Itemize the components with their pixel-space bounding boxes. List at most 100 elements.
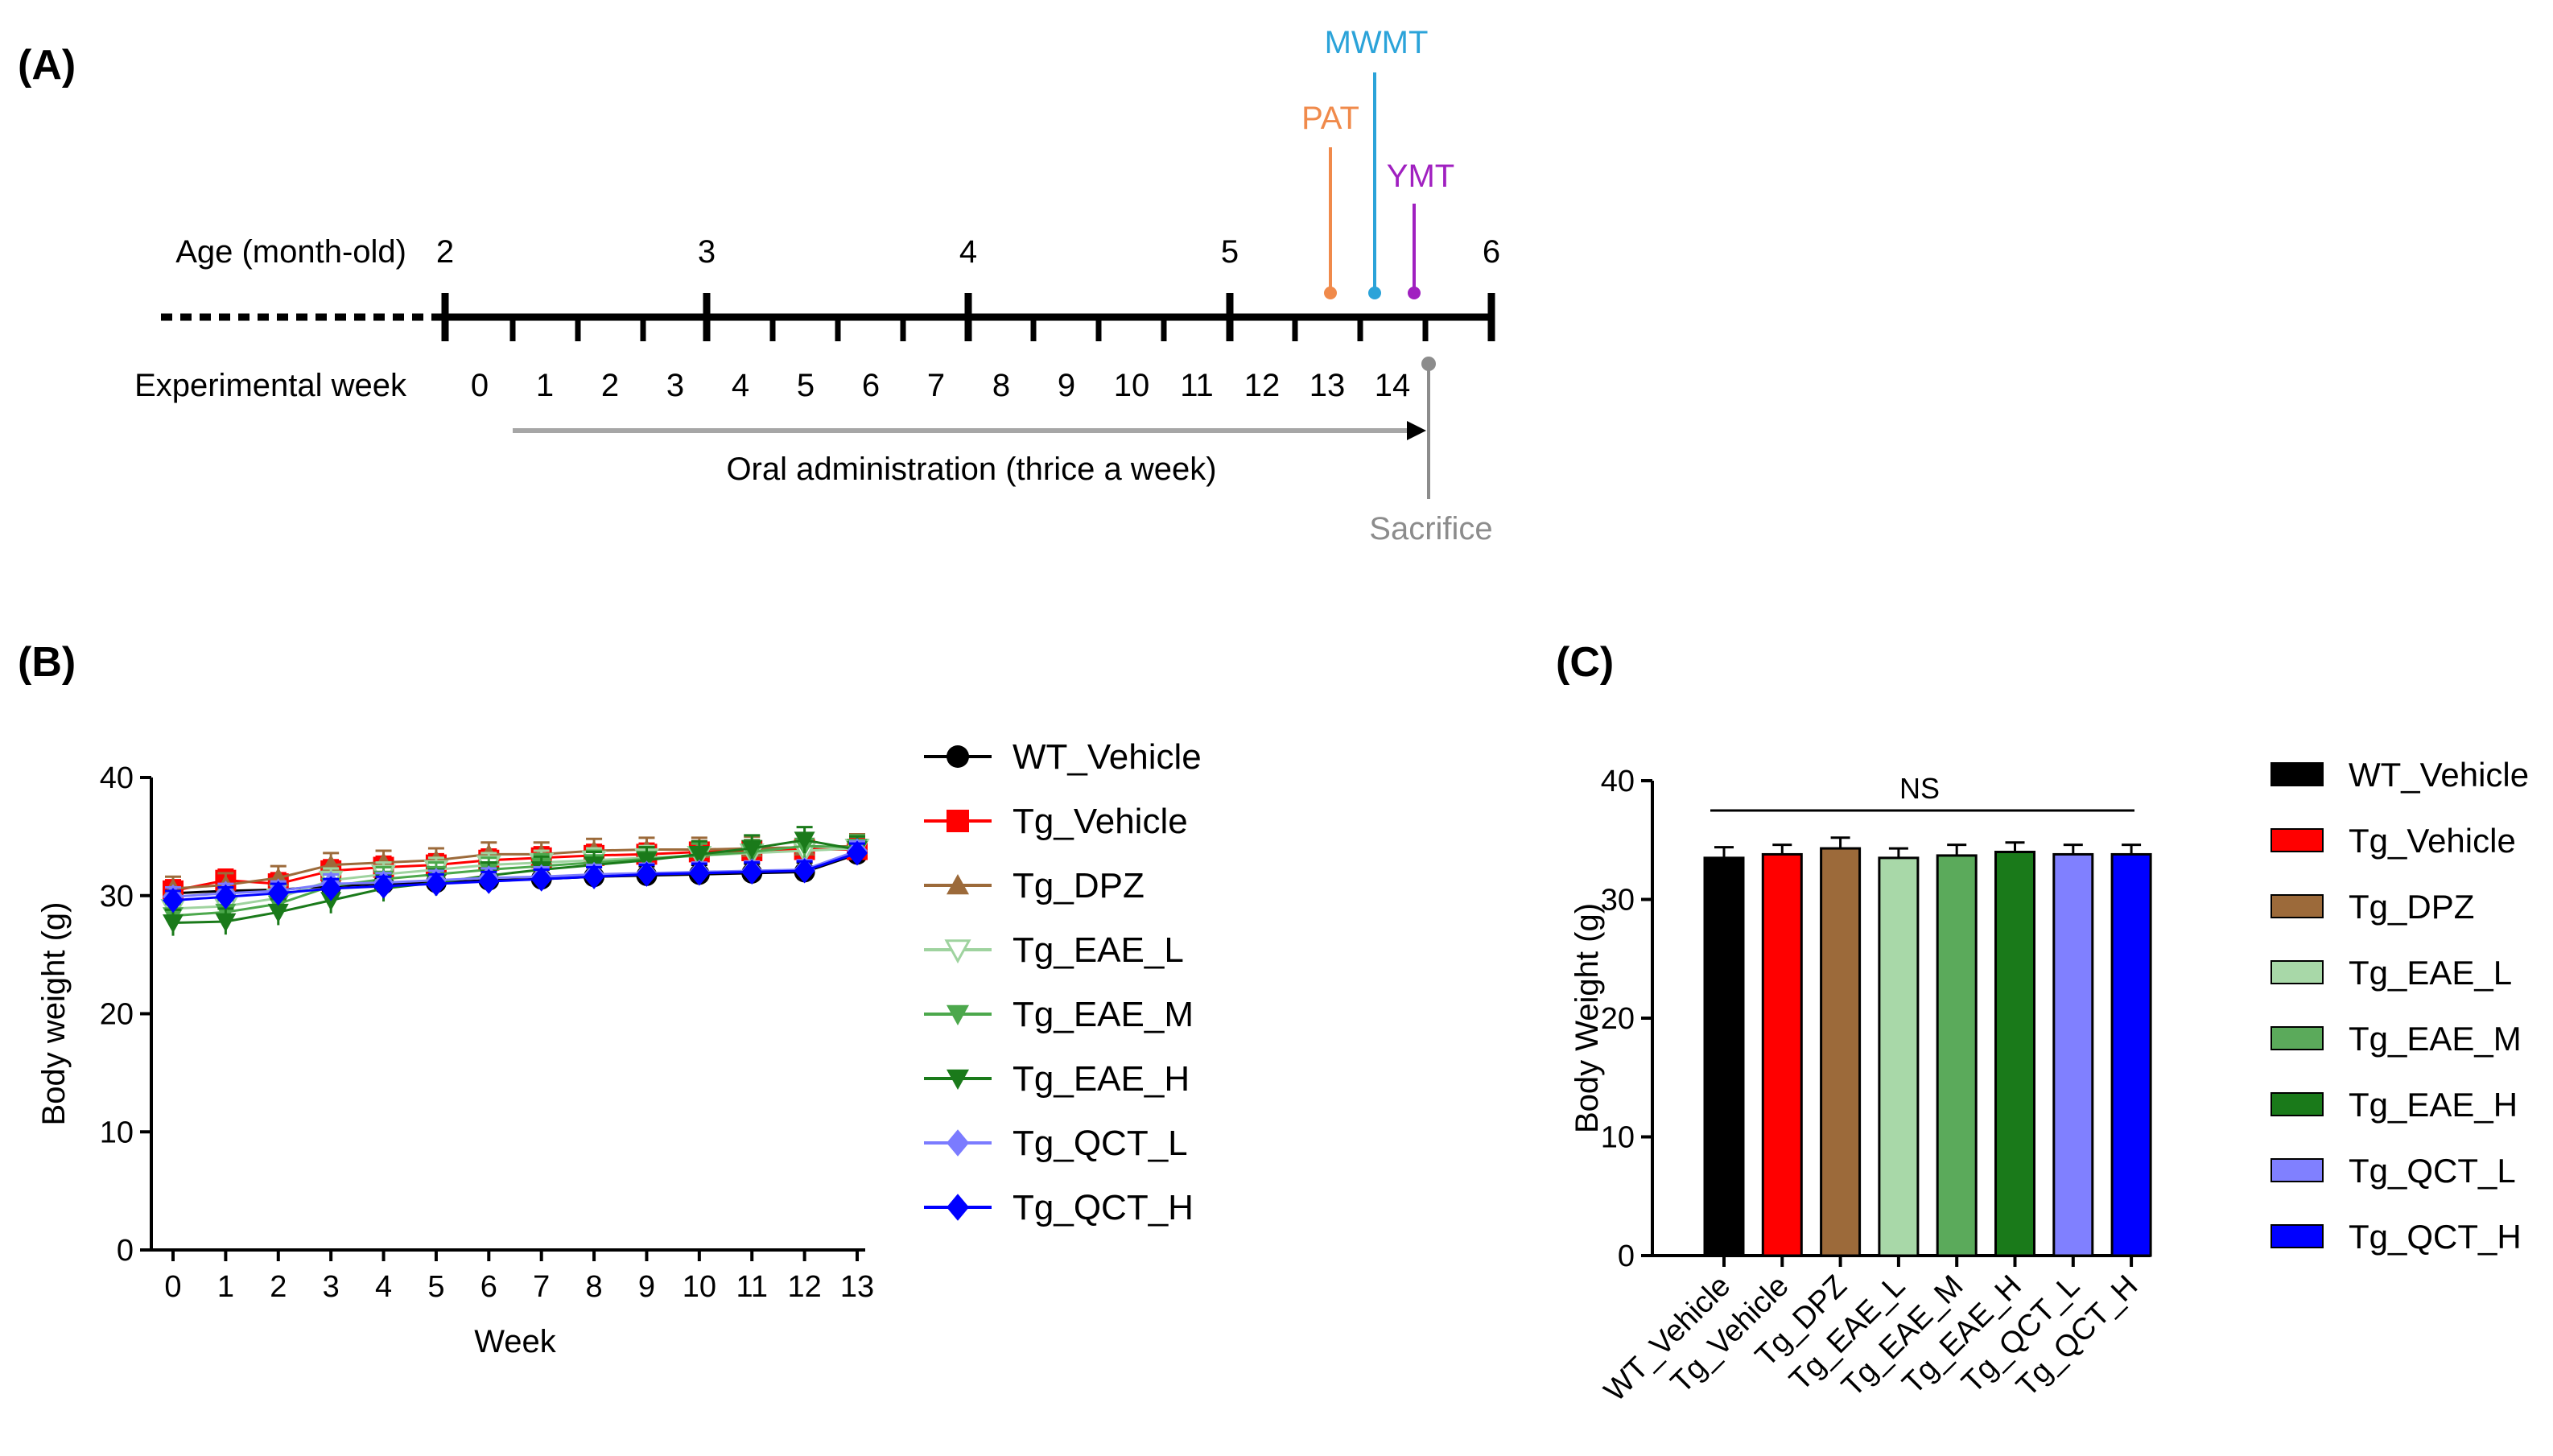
b-data-point [267, 881, 289, 906]
c-legend-swatch [2270, 1092, 2324, 1116]
c-legend-swatch [2270, 1158, 2324, 1182]
c-bar-Tg_EAE_M [1936, 854, 1978, 1257]
c-legend-swatch [2270, 894, 2324, 918]
c-bar-WT_Vehicle [1703, 856, 1745, 1257]
week-ticks [509, 317, 1429, 341]
b-legend-marker [947, 745, 969, 768]
b-data-point [425, 871, 447, 897]
b-x-tick-label: 11 [736, 1270, 768, 1304]
c-bar-Tg_Vehicle [1761, 852, 1803, 1257]
b-legend-marker [947, 1004, 969, 1025]
week-tick-label: 13 [1309, 368, 1346, 403]
c-legend-label: Tg_DPZ [2349, 888, 2474, 926]
b-x-tick-label: 6 [480, 1270, 497, 1304]
c-y-tick-label: 20 [1601, 1002, 1635, 1036]
c-legend-label: Tg_EAE_L [2349, 954, 2512, 992]
week-tick-label: 11 [1180, 368, 1214, 403]
b-data-point [847, 840, 868, 866]
week-tick-label: 3 [666, 368, 684, 403]
c-legend-swatch [2270, 1224, 2324, 1248]
age-axis-label: Age (month-old) [175, 234, 406, 270]
b-legend-marker [947, 1129, 969, 1157]
b-x-tick-label: 0 [164, 1270, 181, 1304]
b-legend-label: Tg_EAE_H [1013, 1059, 1190, 1099]
b-legend-marker [947, 1069, 969, 1090]
b-y-tick-label: 0 [117, 1234, 134, 1268]
b-series-line [172, 839, 858, 925]
c-bar-Tg_QCT_L [2052, 852, 2094, 1257]
c-legend-label: Tg_Vehicle [2349, 822, 2516, 860]
c-legend-swatch [2270, 1026, 2324, 1050]
panel-a-label: (A) [18, 42, 76, 89]
b-data-point [636, 861, 658, 887]
b-legend-label: Tg_EAE_M [1013, 995, 1194, 1034]
age-tick-label: 2 [436, 234, 454, 270]
panel-a: (A) Age (month-old) Experimental week 2 3… [18, 25, 1500, 547]
b-legend-marker [944, 939, 971, 964]
age-tick-label: 6 [1483, 234, 1500, 270]
b-data-point [794, 858, 815, 884]
b-x-tick-label: 1 [217, 1270, 234, 1304]
week-tick-label: 5 [797, 368, 815, 403]
b-data-point [320, 892, 342, 911]
c-legend-swatch [2270, 960, 2324, 984]
age-tick-label: 4 [959, 234, 977, 270]
event-mwmt-label: MWMT [1325, 25, 1429, 60]
week-axis-label: Experimental week [134, 368, 407, 403]
c-bar-Tg_DPZ [1820, 847, 1862, 1257]
b-data-point [688, 860, 710, 886]
b-legend-label: WT_Vehicle [1013, 737, 1202, 777]
week-tick-label: 14 [1375, 368, 1411, 403]
b-data-point [688, 845, 710, 865]
week-labels: 0 1 2 3 4 5 6 7 8 9 10 11 12 13 14 [471, 368, 1410, 403]
week-tick-label: 9 [1058, 368, 1075, 403]
event-pat-label: PAT [1301, 101, 1359, 136]
b-series-line [172, 844, 858, 918]
b-legend-marker [947, 874, 969, 895]
panel-b-label: (B) [18, 639, 76, 686]
c-legend-label: Tg_EAE_H [2349, 1086, 2518, 1124]
panel-c-label: (C) [1556, 639, 1614, 686]
week-tick-label: 8 [992, 368, 1010, 403]
b-y-tick-label: 30 [100, 880, 134, 914]
oral-administration-label: Oral administration (thrice a week) [726, 452, 1216, 487]
week-tick-label: 0 [471, 368, 489, 403]
b-legend-marker [947, 810, 969, 832]
b-x-tick-label: 10 [683, 1270, 716, 1304]
week-tick-label: 10 [1114, 368, 1150, 403]
oral-administration-arrow [513, 421, 1426, 440]
c-legend-swatch [2270, 828, 2324, 852]
event-pat: PAT [1301, 101, 1359, 299]
b-data-point [373, 873, 394, 899]
b-x-axis-label: Week [474, 1324, 557, 1359]
c-y-tick-label: 10 [1601, 1121, 1635, 1155]
event-ymt: YMT [1387, 159, 1454, 299]
sacrifice-label: Sacrifice [1369, 511, 1492, 547]
c-legend-swatch [2270, 762, 2324, 786]
c-y-axis-label: Body Weight (g) [1569, 903, 1605, 1133]
sacrifice-marker: Sacrifice [1369, 357, 1493, 547]
week-tick-label: 12 [1244, 368, 1281, 403]
b-legend-label: Tg_DPZ [1013, 866, 1145, 905]
b-x-tick-label: 3 [323, 1270, 340, 1304]
b-data-point [794, 831, 815, 851]
c-legend-label: Tg_QCT_L [2349, 1152, 2516, 1190]
b-series-Tg_QCT_H [163, 840, 868, 914]
b-x-tick-label: 9 [638, 1270, 655, 1304]
b-data-point [741, 839, 763, 860]
b-x-tick-label: 4 [375, 1270, 392, 1304]
c-y-tick-label: 30 [1601, 884, 1635, 918]
b-legend-label: Tg_QCT_H [1013, 1188, 1194, 1227]
b-x-tick-label: 12 [787, 1270, 821, 1304]
b-data-point [320, 876, 342, 901]
event-mwmt: MWMT [1325, 25, 1429, 299]
c-ns-annotation: NS [1899, 772, 1940, 805]
event-ymt-label: YMT [1387, 159, 1454, 194]
c-bar-Tg_EAE_H [1994, 851, 2035, 1257]
b-y-tick-label: 40 [100, 761, 134, 795]
b-data-point [215, 913, 237, 933]
b-data-point [478, 868, 500, 894]
